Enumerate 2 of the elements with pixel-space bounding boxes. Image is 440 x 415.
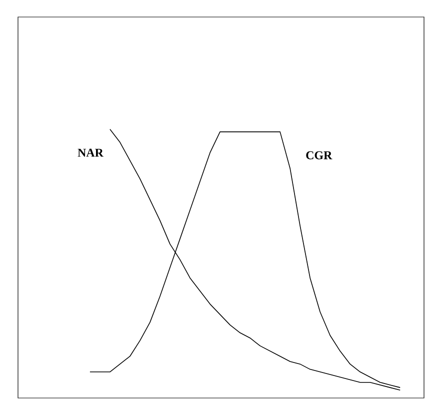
series-label: CGR <box>306 151 332 160</box>
series-label: NAR <box>78 148 104 157</box>
